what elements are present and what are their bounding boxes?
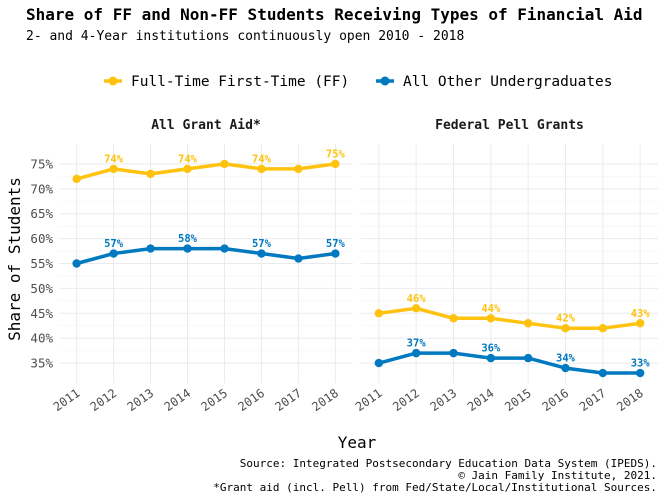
x-tick-label: 2016 xyxy=(235,386,267,414)
legend-ff-swatch-dot xyxy=(108,76,118,86)
data-point-other xyxy=(561,363,570,373)
data-label-ff: 74% xyxy=(178,153,198,165)
y-axis-label: Share of Students xyxy=(5,177,24,341)
data-label-other: 36% xyxy=(481,343,501,355)
data-point-other xyxy=(331,249,340,258)
data-label-other: 57% xyxy=(252,238,272,250)
data-point-ff xyxy=(411,304,421,313)
legend-ff-label: Full-Time First-Time (FF) xyxy=(131,74,349,90)
y-tick-label: 40% xyxy=(30,331,53,346)
x-tick-label: 2017 xyxy=(577,386,609,414)
data-point-ff xyxy=(183,164,192,174)
data-label-ff: 43% xyxy=(631,308,651,320)
data-point-ff xyxy=(449,314,458,323)
data-label-other: 58% xyxy=(178,233,198,245)
data-label-other: 33% xyxy=(631,358,651,370)
data-point-other xyxy=(257,249,266,258)
data-point-ff xyxy=(374,309,384,318)
x-tick-label: 2014 xyxy=(465,386,497,414)
data-label-other: 57% xyxy=(104,238,124,250)
x-tick-label: 2018 xyxy=(614,386,646,414)
data-point-other xyxy=(146,244,155,253)
legend-other-swatch-dot xyxy=(380,76,390,86)
data-point-other xyxy=(183,244,192,253)
x-tick-label: 2011 xyxy=(51,386,83,414)
data-label-ff: 46% xyxy=(407,293,427,305)
data-point-ff xyxy=(486,314,496,323)
y-tick-label: 65% xyxy=(30,206,53,221)
data-point-other xyxy=(523,353,533,363)
data-label-ff: 75% xyxy=(326,148,346,160)
data-label-ff: 44% xyxy=(481,303,501,315)
chart-subtitle: 2- and 4-Year institutions continuously … xyxy=(26,29,464,44)
data-label-other: 34% xyxy=(556,353,576,365)
x-tick-label: 2012 xyxy=(88,386,120,414)
x-axis-label: Year xyxy=(338,433,377,452)
data-point-ff xyxy=(523,319,533,328)
x-tick-label: 2012 xyxy=(390,386,422,414)
data-point-other xyxy=(374,358,384,368)
x-tick-label: 2013 xyxy=(125,386,157,414)
x-tick-label: 2017 xyxy=(272,386,304,414)
data-label-other: 57% xyxy=(326,238,346,250)
data-point-other xyxy=(598,368,608,378)
data-label-ff: 74% xyxy=(104,153,124,165)
y-tick-label: 75% xyxy=(30,156,53,171)
chart-title: Share of FF and Non-FF Students Receivin… xyxy=(26,5,643,24)
data-point-other xyxy=(411,348,421,358)
data-point-ff xyxy=(72,174,81,184)
x-tick-label: 2014 xyxy=(162,386,194,414)
panel-title: All Grant Aid* xyxy=(151,118,261,133)
legend: Full-Time First-Time (FF) All Other Unde… xyxy=(104,74,613,90)
panel-title: Federal Pell Grants xyxy=(435,118,584,133)
data-point-ff xyxy=(598,324,608,333)
caption-source: Source: Integrated Postsecondary Educati… xyxy=(240,457,657,470)
data-point-other xyxy=(220,244,229,253)
data-point-ff xyxy=(257,164,266,174)
caption-footnote: *Grant aid (incl. Pell) from Fed/State/L… xyxy=(213,481,657,494)
caption-copyright: © Jain Family Institute, 2021. xyxy=(458,469,657,482)
series-line-other xyxy=(377,351,642,375)
data-point-ff xyxy=(331,159,340,169)
y-tick-label: 35% xyxy=(30,356,53,371)
data-point-ff xyxy=(220,159,229,169)
data-point-other xyxy=(449,348,458,358)
legend-other-label: All Other Undergraduates xyxy=(403,74,613,90)
data-point-ff xyxy=(109,164,118,174)
series-line-ff xyxy=(74,162,338,181)
data-point-other xyxy=(72,259,81,268)
data-label-ff: 74% xyxy=(252,153,272,165)
y-tick-label: 70% xyxy=(30,181,53,196)
data-point-other xyxy=(486,353,496,363)
y-tick-label: 60% xyxy=(30,231,53,246)
data-point-ff xyxy=(635,319,645,328)
x-tick-label: 2015 xyxy=(198,386,230,414)
data-point-ff xyxy=(146,169,155,179)
series-line-ff xyxy=(377,306,642,330)
data-point-other xyxy=(635,368,645,378)
x-tick-label: 2013 xyxy=(428,386,460,414)
data-label-ff: 42% xyxy=(556,313,576,325)
data-point-ff xyxy=(561,324,570,333)
y-tick-label: 45% xyxy=(30,306,53,321)
x-tick-label: 2015 xyxy=(502,386,534,414)
data-label-other: 37% xyxy=(407,338,427,350)
y-tick-label: 55% xyxy=(30,256,53,271)
data-point-other xyxy=(109,249,118,258)
data-point-ff xyxy=(294,164,303,174)
x-tick-label: 2018 xyxy=(309,386,341,414)
panel-all-grant-aid: All Grant Aid* 35% 40% 45% 50% 55% 60% 65% 70% 75… xyxy=(30,118,353,414)
data-point-other xyxy=(294,254,303,263)
y-tick-label: 50% xyxy=(30,281,53,296)
x-tick-label: 2016 xyxy=(540,386,572,414)
x-tick-label: 2011 xyxy=(353,386,385,414)
series-line-other xyxy=(74,246,338,266)
